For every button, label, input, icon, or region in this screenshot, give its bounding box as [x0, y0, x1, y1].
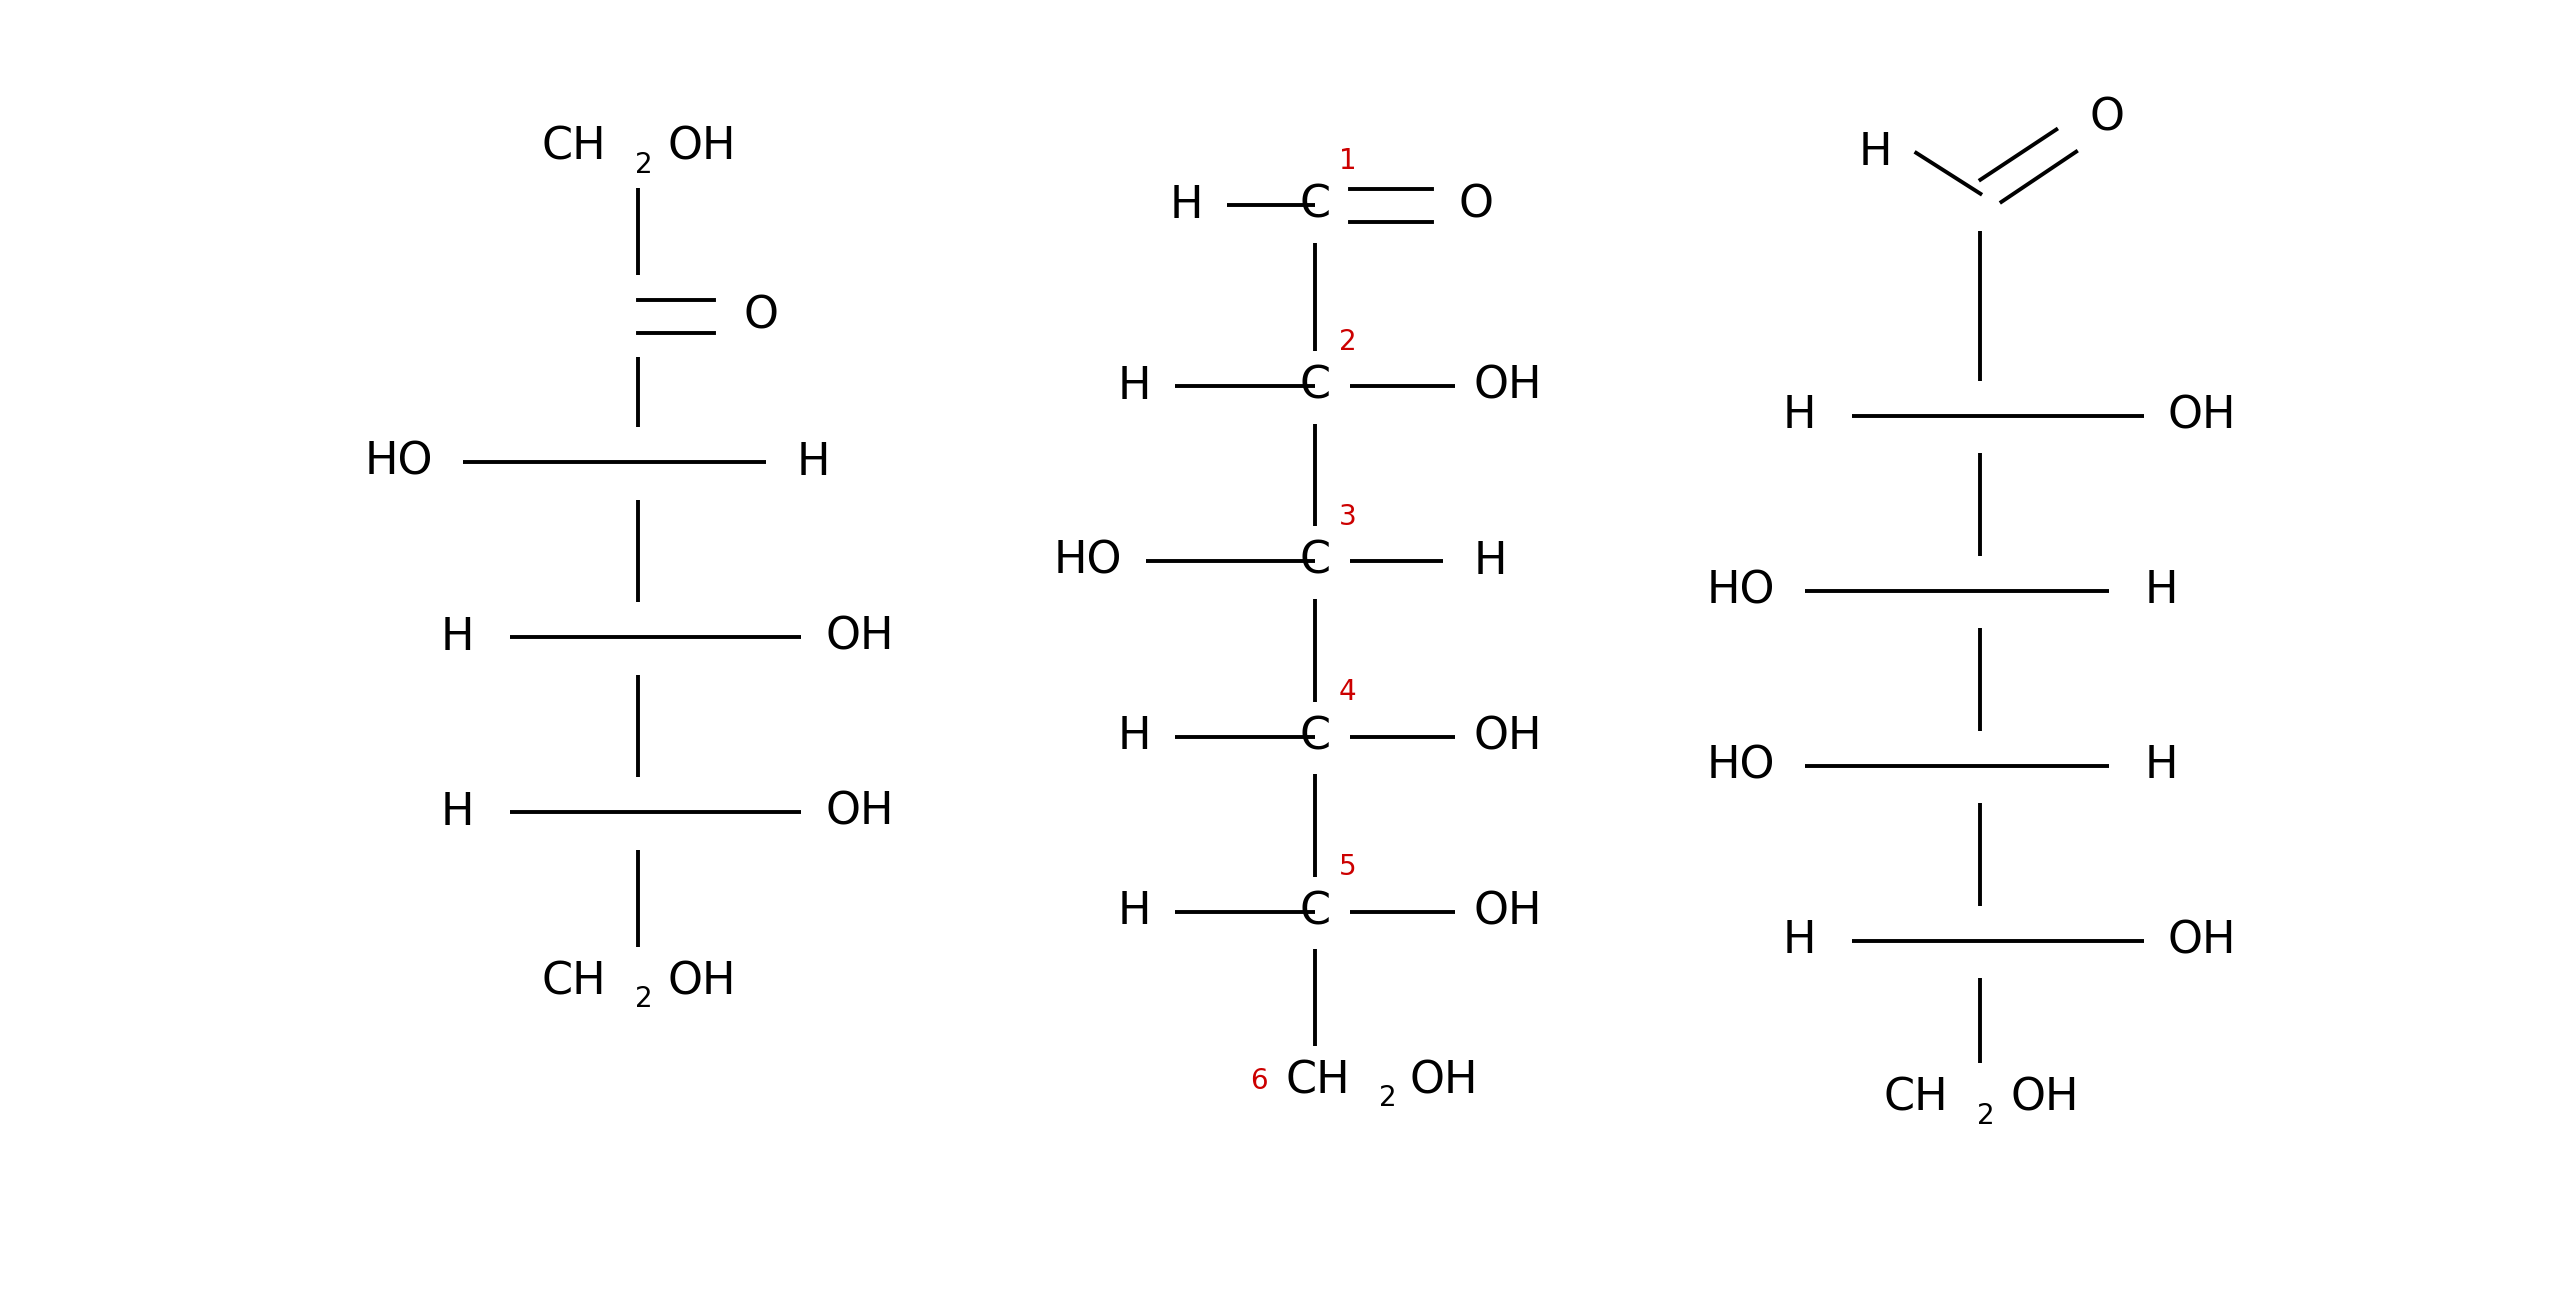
- Text: H: H: [1859, 131, 1892, 174]
- Text: H: H: [1475, 540, 1508, 583]
- Text: CH: CH: [1884, 1077, 1948, 1120]
- Text: H: H: [796, 441, 829, 484]
- Text: 2: 2: [1339, 328, 1357, 356]
- Text: C: C: [1300, 365, 1331, 408]
- Text: 3: 3: [1339, 504, 1357, 531]
- Text: CH: CH: [540, 126, 607, 169]
- Text: HO: HO: [1708, 569, 1777, 613]
- Text: H: H: [1170, 184, 1203, 227]
- Text: OH: OH: [1475, 715, 1541, 758]
- Text: OH: OH: [1408, 1059, 1477, 1102]
- Text: H: H: [1116, 715, 1152, 758]
- Text: CH: CH: [1285, 1059, 1349, 1102]
- Text: OH: OH: [2168, 395, 2237, 437]
- Text: OH: OH: [2168, 919, 2237, 962]
- Text: HO: HO: [1052, 540, 1121, 583]
- Text: H: H: [1782, 395, 1815, 437]
- Text: 5: 5: [1339, 853, 1357, 881]
- Text: H: H: [1116, 890, 1152, 933]
- Text: O: O: [742, 295, 778, 337]
- Text: C: C: [1300, 540, 1331, 583]
- Text: OH: OH: [2010, 1077, 2079, 1120]
- Text: C: C: [1300, 890, 1331, 933]
- Text: O: O: [2089, 96, 2125, 139]
- Text: CH: CH: [540, 961, 607, 1003]
- Text: OH: OH: [824, 615, 893, 659]
- Text: H: H: [2145, 744, 2179, 788]
- Text: 6: 6: [1249, 1067, 1267, 1096]
- Text: OH: OH: [824, 790, 893, 833]
- Text: OH: OH: [668, 126, 737, 169]
- Text: HO: HO: [1708, 744, 1777, 788]
- Text: HO: HO: [364, 441, 433, 484]
- Text: H: H: [1782, 919, 1815, 962]
- Text: 2: 2: [1976, 1102, 1994, 1131]
- Text: OH: OH: [1475, 365, 1541, 408]
- Text: C: C: [1300, 715, 1331, 758]
- Text: 2: 2: [635, 151, 653, 179]
- Text: 2: 2: [635, 985, 653, 1014]
- Text: O: O: [1459, 184, 1492, 227]
- Text: OH: OH: [668, 961, 737, 1003]
- Text: 2: 2: [1380, 1084, 1395, 1112]
- Text: 4: 4: [1339, 678, 1357, 706]
- Text: OH: OH: [1475, 890, 1541, 933]
- Text: H: H: [440, 615, 474, 659]
- Text: H: H: [2145, 569, 2179, 613]
- Text: 1: 1: [1339, 147, 1357, 175]
- Text: H: H: [1116, 365, 1152, 408]
- Text: H: H: [440, 790, 474, 833]
- Text: C: C: [1300, 184, 1331, 227]
